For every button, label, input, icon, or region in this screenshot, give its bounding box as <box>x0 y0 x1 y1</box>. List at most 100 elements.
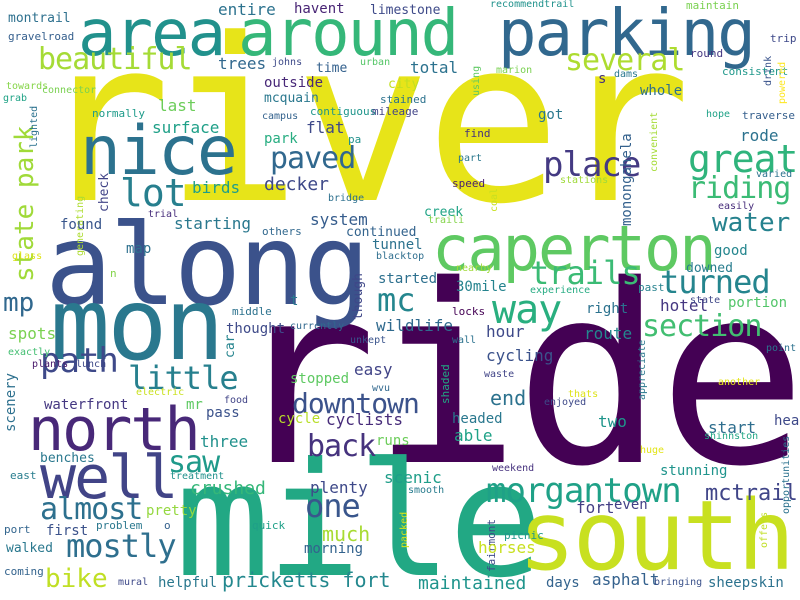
word-wildlife: wildlife <box>376 316 454 335</box>
word-waste: waste <box>484 369 515 380</box>
word-smooth: smooth <box>408 485 445 496</box>
word-days: days <box>546 575 580 591</box>
word-portion: portion <box>728 295 788 311</box>
word-recommendtrail: recommendtrail <box>490 0 575 10</box>
word-easily: easily <box>718 201 755 212</box>
word-benches: benches <box>40 451 95 466</box>
word-hope: hope <box>706 109 731 120</box>
word-one: one <box>305 487 361 525</box>
word-using: using <box>471 65 482 96</box>
word-starting: starting <box>174 214 252 233</box>
word-speed: speed <box>452 177 486 190</box>
word-packed: packed <box>399 511 410 548</box>
word-lot: lot <box>120 171 187 215</box>
word-able: able <box>454 426 493 445</box>
word-check: check <box>97 172 112 212</box>
word-port: port <box>4 523 31 536</box>
word-north: north <box>28 395 201 465</box>
word-contiguous: contiguous <box>310 105 377 118</box>
word-saw: saw <box>168 445 220 480</box>
word-bike: bike <box>45 564 108 594</box>
word-car: car <box>223 334 238 358</box>
word-mr: mr <box>186 397 203 413</box>
word-several: several <box>565 43 685 78</box>
word-well: well <box>40 443 178 513</box>
word-morgantown: morgantown <box>486 471 682 511</box>
word-spots: spots <box>8 324 57 343</box>
word-cycle: cycle <box>278 411 321 427</box>
word-walked: walked <box>6 541 53 556</box>
word-limestone: limestone <box>370 3 441 18</box>
word-stained: stained <box>380 93 427 106</box>
word-easy: easy <box>354 360 393 379</box>
word-problem: problem <box>96 519 143 532</box>
word-downtown: downtown <box>292 387 420 420</box>
word-turned: turned <box>660 263 771 301</box>
word-mileage: mileage <box>372 105 419 118</box>
word-normally: normally <box>92 107 145 120</box>
word-trip: trip <box>770 32 797 45</box>
word-monongahela: monongahela <box>619 133 635 226</box>
word-paved: paved <box>270 141 356 176</box>
word-scenery: scenery <box>3 372 19 432</box>
word-much: much <box>322 522 371 546</box>
word-havent: havent <box>294 1 345 17</box>
word-shinnston: shinnston <box>704 431 759 442</box>
word-coal: coal <box>489 187 500 212</box>
word-cyclists: cyclists <box>326 410 404 429</box>
word-bringing: bringing <box>654 577 703 588</box>
word-hour: hour <box>486 322 525 341</box>
word-stations: stations <box>560 175 609 186</box>
word-way: way <box>492 287 562 333</box>
word-pa: pa <box>348 133 362 146</box>
word-map: map <box>126 241 152 257</box>
word-helpful: helpful <box>158 575 218 591</box>
word-exactly: exactly <box>8 347 51 358</box>
word-bridge: bridge <box>328 193 365 204</box>
word-horses: horses <box>478 538 536 557</box>
word-thats: thats <box>568 389 599 400</box>
word-nice: nice <box>80 112 238 191</box>
word-glass: glass <box>12 251 43 262</box>
word-head: head <box>774 413 800 429</box>
word-gravelroad: gravelroad <box>8 30 75 43</box>
word-park: park <box>264 131 298 147</box>
word-appreciate: appreciate <box>637 339 648 400</box>
word-wall: wall <box>452 335 477 346</box>
word-even: even <box>614 497 648 513</box>
word-maintained: maintained <box>418 573 527 594</box>
word-consistent: consistent <box>722 65 789 78</box>
word-good: good <box>714 243 748 259</box>
word-plenty: plenty <box>310 478 368 497</box>
word-powered: powered <box>777 61 788 104</box>
word-tunnel: tunnel <box>372 237 423 253</box>
word-thought: thought <box>226 321 286 337</box>
word-treatment: treatment <box>170 471 225 482</box>
word-connector: connector <box>42 85 97 96</box>
word-plants: plants <box>32 359 69 370</box>
word-trial: trial <box>148 209 179 220</box>
word-campus: campus <box>262 111 299 122</box>
word-first: first <box>46 523 89 539</box>
word-wvu: wvu <box>372 383 391 394</box>
word-though: though <box>351 273 366 320</box>
word-system: system <box>310 210 368 229</box>
word-found: found <box>60 217 103 233</box>
word-continued: continued <box>346 225 417 240</box>
word-caperton: caperton <box>432 212 717 285</box>
word-right: right <box>586 301 629 317</box>
word-currently: currently <box>290 321 345 332</box>
word-dams: dams <box>614 69 639 80</box>
word-locks: locks <box>452 305 486 318</box>
word-mctrail: mctrail <box>705 481 798 506</box>
word-south: south <box>518 480 795 592</box>
word-two: two <box>598 412 627 431</box>
word-little: little <box>128 359 239 397</box>
word-opportunities: opportunities <box>781 435 792 514</box>
word-others: others <box>262 225 302 238</box>
word-s: s <box>598 71 607 87</box>
word-another: another <box>718 377 761 388</box>
word-parking: parking <box>498 0 756 71</box>
word-surface: surface <box>152 118 220 137</box>
word-johns: johns <box>272 57 303 68</box>
